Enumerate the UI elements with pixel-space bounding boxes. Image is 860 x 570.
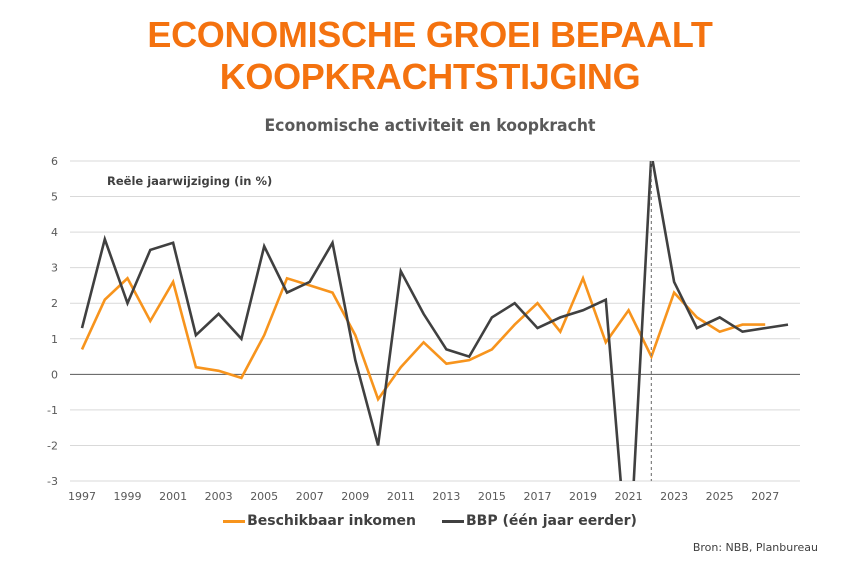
main-title-line1: ECONOMISCHE GROEI BEPAALT <box>147 14 713 55</box>
legend-item-gdp: BBP (één jaar eerder) <box>442 513 637 529</box>
x-tick-label: 2011 <box>387 490 415 503</box>
y-axis-label: Reële jaarwijziging (in %) <box>107 174 272 188</box>
y-tick-label: 4 <box>51 226 58 239</box>
y-tick-label: 5 <box>51 191 58 204</box>
x-tick-label: 2015 <box>478 490 506 503</box>
x-tick-label: 1999 <box>114 490 142 503</box>
legend-swatch-income <box>223 519 246 523</box>
y-tick-label: 0 <box>51 368 58 381</box>
y-tick-label: -2 <box>47 439 58 452</box>
gridlines <box>70 160 800 482</box>
x-tick-label: 2027 <box>751 490 779 503</box>
legend-label-income: Beschikbaar inkomen <box>247 513 417 529</box>
series-line-income <box>80 274 766 402</box>
y-tick-label: -1 <box>47 404 58 417</box>
x-tick-label: 2021 <box>615 490 643 503</box>
legend-item-income: Beschikbaar inkomen <box>223 513 416 529</box>
y-tick-label: 2 <box>51 297 58 310</box>
x-tick-label: 2023 <box>660 490 688 503</box>
legend-swatch-gdp <box>442 519 465 523</box>
y-tick-label: 1 <box>51 333 58 346</box>
x-tick-label: 2003 <box>205 490 233 503</box>
chart-title: Economische activiteit en koopkracht <box>264 116 596 136</box>
x-tick-label: 2001 <box>159 490 187 503</box>
x-tick-label: 2019 <box>569 490 597 503</box>
x-tick-label: 2025 <box>706 490 734 503</box>
x-tick-label: 2009 <box>341 490 369 503</box>
x-tick-label: 2005 <box>250 490 278 503</box>
y-tick-label: 6 <box>51 155 58 168</box>
y-axis-ticks: 6 5 4 3 2 1 0 -1 -2 -3 <box>47 155 58 488</box>
series-lines <box>80 161 789 481</box>
x-tick-label: 2013 <box>432 490 460 503</box>
x-tick-label: 2007 <box>296 490 324 503</box>
series-line-gdp <box>80 161 789 481</box>
legend-label-gdp: BBP (één jaar eerder) <box>466 513 637 529</box>
y-tick-label: 3 <box>51 262 58 275</box>
legend: Beschikbaar inkomen BBP (één jaar eerder… <box>0 513 860 529</box>
source-note: Bron: NBB, Planbureau <box>692 541 818 554</box>
x-tick-label: 1997 <box>68 490 96 503</box>
main-title-line2: KOOPKRACHTSTIJGING <box>219 56 641 97</box>
main-title: ECONOMISCHE GROEI BEPAALT KOOPKRACHTSTIJ… <box>0 14 860 98</box>
y-tick-label: -3 <box>47 475 58 488</box>
x-axis-ticks: 1997 1999 2001 2003 2005 2007 2009 2011 2013 2015… <box>68 490 779 503</box>
x-tick-label: 2017 <box>523 490 551 503</box>
